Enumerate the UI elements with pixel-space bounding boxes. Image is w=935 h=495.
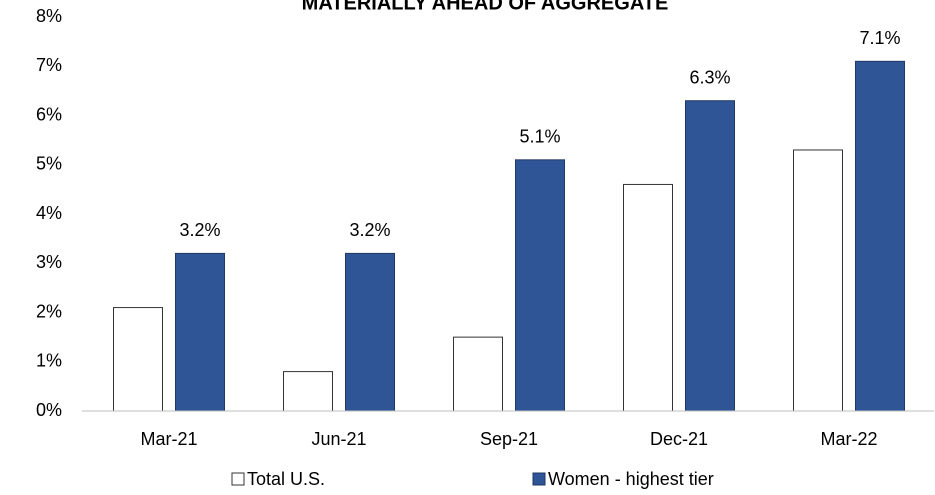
bar xyxy=(283,371,333,412)
bar xyxy=(175,252,225,412)
y-tick-label: 5% xyxy=(36,154,62,174)
bar xyxy=(793,149,843,412)
y-tick-label: 8% xyxy=(36,6,62,26)
legend-swatch xyxy=(532,472,546,486)
y-tick-label: 4% xyxy=(36,203,62,223)
legend-swatch xyxy=(231,472,245,486)
data-label: 3.2% xyxy=(349,220,390,240)
y-tick-label: 6% xyxy=(36,104,62,124)
legend-label: Total U.S. xyxy=(247,469,325,489)
legend-label: Women - highest tier xyxy=(548,469,714,489)
y-tick-label: 0% xyxy=(36,400,62,420)
y-tick-label: 1% xyxy=(36,351,62,371)
x-tick-label: Sep-21 xyxy=(480,429,538,449)
bar xyxy=(685,100,735,412)
chart-title: MATERIALLY AHEAD OF AGGREGATE xyxy=(302,0,669,14)
data-label: 7.1% xyxy=(859,28,900,48)
bar xyxy=(855,60,905,412)
x-tick-label: Mar-21 xyxy=(140,429,197,449)
x-tick-label: Dec-21 xyxy=(650,429,708,449)
bar xyxy=(623,183,673,412)
data-label: 6.3% xyxy=(689,67,730,87)
y-tick-label: 7% xyxy=(36,55,62,75)
bar xyxy=(515,159,565,412)
y-tick-label: 2% xyxy=(36,301,62,321)
data-label: 5.1% xyxy=(519,127,560,147)
data-label: 3.2% xyxy=(179,220,220,240)
y-tick-label: 3% xyxy=(36,252,62,272)
x-tick-label: Jun-21 xyxy=(311,429,366,449)
bar xyxy=(345,252,395,412)
bar xyxy=(113,307,163,412)
x-tick-label: Mar-22 xyxy=(820,429,877,449)
bar xyxy=(453,336,503,412)
